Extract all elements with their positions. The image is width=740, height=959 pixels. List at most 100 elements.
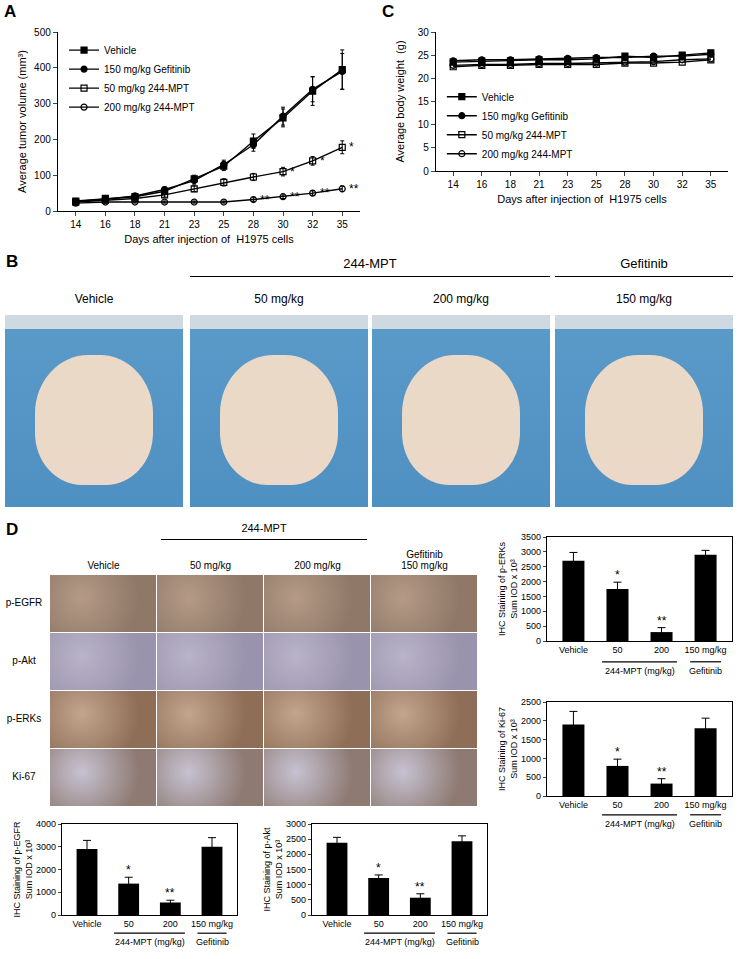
- svg-text:*: *: [376, 861, 381, 875]
- svg-text:*: *: [349, 140, 354, 154]
- svg-text:Days after injection of H1975: Days after injection of H1975 cells: [124, 233, 294, 245]
- svg-text:14: 14: [448, 179, 460, 190]
- svg-text:50: 50: [612, 645, 622, 655]
- svg-text:Vehicle: Vehicle: [322, 919, 351, 929]
- svg-text:150 mg/kg Gefitinib: 150 mg/kg Gefitinib: [482, 111, 569, 122]
- svg-text:2500: 2500: [286, 834, 306, 844]
- svg-text:Average tumor volume (mm³): Average tumor volume (mm³): [16, 50, 28, 193]
- svg-text:18: 18: [129, 219, 141, 230]
- svg-text:0: 0: [301, 910, 306, 920]
- svg-text:16: 16: [476, 179, 488, 190]
- svg-text:25: 25: [591, 179, 603, 190]
- svg-text:0: 0: [536, 791, 541, 801]
- svg-text:*: *: [615, 745, 620, 759]
- svg-text:**: **: [165, 886, 175, 900]
- svg-text:2000: 2000: [36, 865, 56, 875]
- svg-text:Average body weight (g): Average body weight (g): [394, 40, 406, 162]
- svg-text:Gefitinib: Gefitinib: [689, 666, 722, 676]
- svg-text:50 mg/kg 244-MPT: 50 mg/kg 244-MPT: [104, 83, 189, 94]
- svg-text:*: *: [320, 154, 325, 168]
- svg-text:30: 30: [648, 179, 660, 190]
- svg-text:244-MPT (mg/kg): 244-MPT (mg/kg): [365, 937, 435, 947]
- svg-text:200: 200: [413, 919, 428, 929]
- svg-text:2000: 2000: [521, 716, 541, 726]
- svg-text:1500: 1500: [521, 592, 541, 602]
- svg-text:2000: 2000: [286, 849, 306, 859]
- svg-text:IHC Staining of p-EGFRSum IOD: IHC Staining of p-EGFRSum IOD x 10³: [12, 821, 34, 918]
- svg-text:16: 16: [100, 219, 112, 230]
- svg-text:5: 5: [423, 142, 429, 153]
- svg-text:3500: 3500: [521, 532, 541, 542]
- svg-text:150 mg/kg: 150 mg/kg: [441, 919, 483, 929]
- svg-text:18: 18: [505, 179, 517, 190]
- svg-text:**: **: [415, 880, 425, 894]
- svg-text:500: 500: [34, 27, 51, 38]
- svg-text:300: 300: [34, 98, 51, 109]
- svg-text:**: **: [320, 186, 330, 200]
- svg-text:50 mg/kg 244-MPT: 50 mg/kg 244-MPT: [482, 130, 567, 141]
- svg-text:25: 25: [418, 50, 430, 61]
- svg-text:2000: 2000: [521, 577, 541, 587]
- svg-text:Vehicle: Vehicle: [559, 645, 588, 655]
- svg-text:3000: 3000: [36, 842, 56, 852]
- svg-text:500: 500: [526, 621, 541, 631]
- svg-text:**: **: [657, 614, 667, 628]
- svg-text:Gefitinib: Gefitinib: [196, 937, 229, 947]
- svg-text:Vehicle: Vehicle: [72, 919, 101, 929]
- svg-text:23: 23: [189, 219, 201, 230]
- svg-text:50: 50: [374, 919, 384, 929]
- svg-text:35: 35: [705, 179, 717, 190]
- svg-text:244-MPT (mg/kg): 244-MPT (mg/kg): [115, 937, 185, 947]
- svg-text:3000: 3000: [521, 547, 541, 557]
- svg-text:*: *: [126, 863, 131, 877]
- svg-text:150 mg/kg: 150 mg/kg: [191, 919, 233, 929]
- svg-text:1000: 1000: [521, 754, 541, 764]
- svg-text:100: 100: [34, 170, 51, 181]
- svg-text:Vehicle: Vehicle: [482, 92, 515, 103]
- svg-text:0: 0: [536, 636, 541, 646]
- svg-text:244-MPT (mg/kg): 244-MPT (mg/kg): [605, 819, 675, 829]
- svg-text:200 mg/kg 244-MPT: 200 mg/kg 244-MPT: [482, 149, 573, 160]
- svg-text:**: **: [260, 193, 270, 207]
- svg-text:3000: 3000: [286, 819, 306, 829]
- svg-text:0: 0: [45, 206, 51, 217]
- svg-text:1000: 1000: [286, 880, 306, 890]
- svg-text:25: 25: [218, 219, 230, 230]
- svg-text:0: 0: [423, 166, 429, 177]
- svg-text:200: 200: [34, 134, 51, 145]
- svg-text:200: 200: [654, 645, 669, 655]
- svg-text:IHC Staining of Ki-67Sum IOD x: IHC Staining of Ki-67Sum IOD x 10³: [497, 707, 519, 791]
- svg-text:*: *: [615, 568, 620, 582]
- svg-text:**: **: [657, 765, 667, 779]
- svg-text:2500: 2500: [521, 562, 541, 572]
- svg-text:2500: 2500: [521, 697, 541, 707]
- svg-text:20: 20: [418, 73, 430, 84]
- svg-text:30: 30: [418, 27, 430, 38]
- svg-text:4000: 4000: [36, 819, 56, 829]
- svg-text:200 mg/kg 244-MPT: 200 mg/kg 244-MPT: [104, 102, 195, 113]
- svg-text:21: 21: [533, 179, 545, 190]
- svg-text:50: 50: [612, 800, 622, 810]
- svg-text:32: 32: [677, 179, 689, 190]
- svg-text:10: 10: [418, 119, 430, 130]
- svg-text:400: 400: [34, 62, 51, 73]
- svg-text:1500: 1500: [521, 735, 541, 745]
- svg-text:Vehicle: Vehicle: [559, 800, 588, 810]
- svg-text:*: *: [290, 165, 295, 179]
- svg-text:35: 35: [337, 219, 349, 230]
- svg-text:30: 30: [277, 219, 289, 230]
- svg-text:15: 15: [418, 96, 430, 107]
- svg-text:150 mg/kg: 150 mg/kg: [685, 645, 727, 655]
- svg-text:32: 32: [307, 219, 319, 230]
- svg-text:14: 14: [70, 219, 82, 230]
- svg-text:500: 500: [526, 772, 541, 782]
- svg-text:**: **: [349, 182, 359, 196]
- svg-text:Gefitinib: Gefitinib: [446, 937, 479, 947]
- svg-text:244-MPT (mg/kg): 244-MPT (mg/kg): [605, 666, 675, 676]
- svg-text:1500: 1500: [286, 865, 306, 875]
- svg-text:IHC Staining of p-ERKsSum IOD: IHC Staining of p-ERKsSum IOD x 10³: [497, 541, 519, 636]
- svg-text:23: 23: [562, 179, 574, 190]
- svg-text:Days after injection of H1975: Days after injection of H1975 cells: [497, 193, 667, 205]
- svg-text:200: 200: [163, 919, 178, 929]
- svg-text:28: 28: [619, 179, 631, 190]
